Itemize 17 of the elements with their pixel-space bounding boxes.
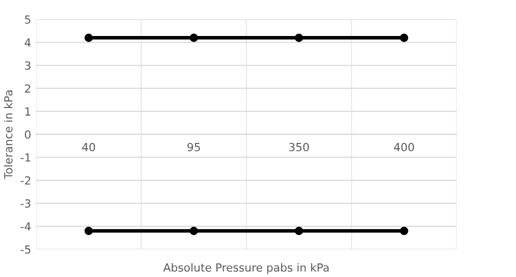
y-tick-label: 5 [25, 16, 30, 24]
y-tick-label: 2 [25, 84, 30, 93]
x-tick-label: 40 [82, 142, 96, 152]
y-tick-label: 0 [24, 130, 31, 139]
y-tick-label: 3 [25, 61, 30, 70]
y-tick-label: 1 [25, 107, 30, 116]
y-tick-label: -1 [20, 153, 30, 162]
x-axis-title: Absolute Pressure pabs in kPa [163, 263, 329, 274]
y-tick-label: -4 [20, 222, 31, 231]
y-tick-label: 4 [24, 38, 31, 47]
x-tick-label: 95 [187, 142, 200, 152]
y-axis-title: Tolerance in kPa [4, 90, 12, 180]
y-tick-label: -5 [20, 245, 30, 254]
y-tick-label: -3 [20, 199, 30, 208]
x-tick-label: 400 [394, 142, 414, 152]
y-tick-label: -2 [20, 176, 30, 185]
x-tick-label: 350 [289, 142, 309, 152]
